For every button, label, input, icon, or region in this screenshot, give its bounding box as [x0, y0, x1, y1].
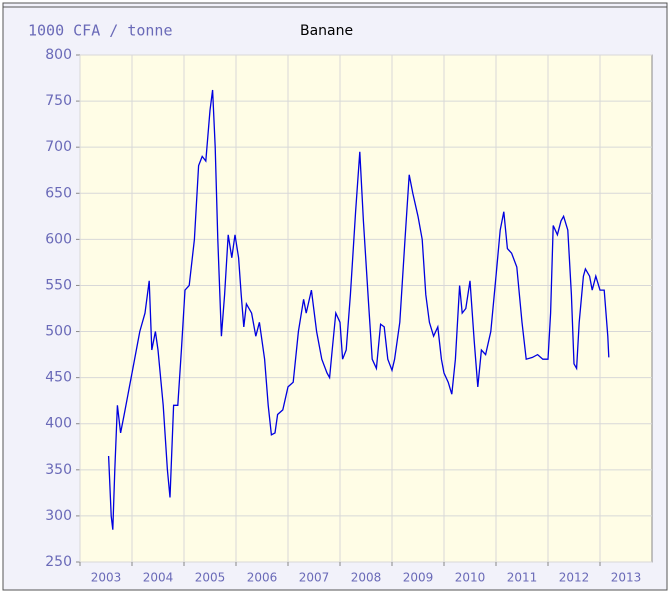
- y-tick-label: 500: [45, 324, 72, 340]
- y-tick-label: 650: [45, 185, 72, 201]
- x-tick-label: 2006: [247, 571, 278, 585]
- x-tick-label: 2007: [299, 571, 330, 585]
- y-tick-label: 600: [45, 231, 72, 247]
- y-tick-label: 300: [45, 508, 72, 524]
- x-tick-label: 2008: [351, 571, 382, 585]
- y-tick-label: 550: [45, 277, 72, 293]
- x-tick-label: 2009: [403, 571, 434, 585]
- y-axis-label: 1000 CFA / tonne: [28, 22, 173, 40]
- x-tick-label: 2005: [195, 571, 226, 585]
- x-tick-label: 2003: [91, 571, 122, 585]
- y-tick-label: 800: [45, 47, 72, 63]
- y-tick-label: 250: [45, 554, 72, 570]
- y-tick-label: 400: [45, 416, 72, 432]
- price-line: [107, 89, 610, 530]
- x-tick-label: 2012: [559, 571, 590, 585]
- x-tick-label: 2011: [507, 571, 538, 585]
- y-tick-label: 450: [45, 370, 72, 386]
- x-tick-label: 2010: [455, 571, 486, 585]
- y-tick-label: 700: [45, 139, 72, 155]
- y-tick-label: 350: [45, 462, 72, 478]
- x-tick-label: 2013: [611, 571, 642, 585]
- y-tick-label: 750: [45, 93, 72, 109]
- plot-area: [79, 54, 653, 563]
- chart-title: Banane: [300, 23, 353, 39]
- x-tick-label: 2004: [143, 571, 174, 585]
